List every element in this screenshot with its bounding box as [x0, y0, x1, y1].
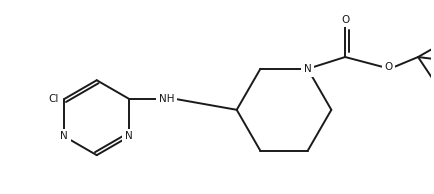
- Text: NH: NH: [159, 94, 174, 104]
- Text: Cl: Cl: [48, 94, 59, 104]
- Text: O: O: [385, 62, 393, 72]
- Text: O: O: [341, 15, 349, 25]
- Text: N: N: [125, 131, 133, 141]
- Text: N: N: [304, 64, 312, 74]
- Text: N: N: [60, 131, 68, 141]
